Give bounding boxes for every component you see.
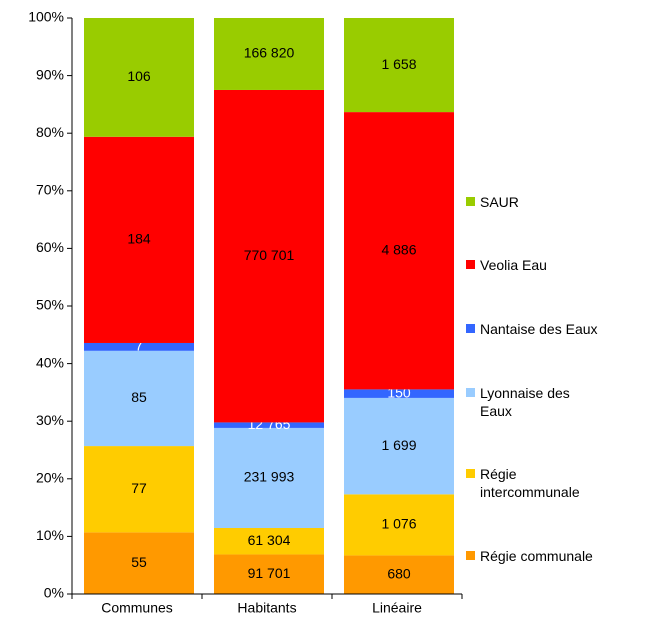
data-label: 4 886 xyxy=(381,241,416,257)
legend-item: Lyonnaise des Eaux xyxy=(466,384,651,420)
data-label: 231 993 xyxy=(244,469,295,485)
bar-segment xyxy=(344,389,454,398)
y-tick-label: 10% xyxy=(36,527,64,543)
bar-segment xyxy=(214,89,324,423)
legend-swatch xyxy=(466,387,475,397)
legend-item: Veolia Eau xyxy=(466,256,651,274)
legend-swatch xyxy=(466,469,475,479)
bar-segment xyxy=(344,555,454,594)
y-tick-label: 50% xyxy=(36,297,64,313)
bar-segment xyxy=(344,494,454,556)
y-tick-label: 40% xyxy=(36,354,64,370)
bar-segment xyxy=(84,136,194,343)
data-label: 1 699 xyxy=(381,437,416,453)
data-label: 85 xyxy=(131,389,147,405)
y-tick-label: 0% xyxy=(44,585,64,601)
y-tick-label: 100% xyxy=(28,9,64,25)
bar-segment xyxy=(84,446,194,533)
bar-segment xyxy=(214,18,324,90)
legend-item: SAUR xyxy=(466,193,651,211)
data-label: 55 xyxy=(131,554,147,570)
legend-swatch xyxy=(466,324,475,334)
x-tick-label: Communes xyxy=(101,600,173,616)
legend-label: Régie communale xyxy=(480,548,593,565)
x-tick-label: Habitants xyxy=(237,600,296,616)
bar-segment xyxy=(84,18,194,137)
legend-swatch xyxy=(466,196,475,206)
legend-item: Régie communale xyxy=(466,547,651,565)
bar-segment xyxy=(84,532,194,594)
bar-segment xyxy=(344,18,454,113)
y-tick-label: 20% xyxy=(36,470,64,486)
y-tick-label: 30% xyxy=(36,412,64,428)
y-tick-label: 70% xyxy=(36,182,64,198)
x-tick-label: Linéaire xyxy=(372,600,422,616)
bar-segment xyxy=(84,350,194,447)
legend-label: Lyonnaise des Eaux xyxy=(480,384,570,419)
bar-segment xyxy=(344,397,454,495)
legend-item: Régie intercommunale xyxy=(466,465,651,501)
data-label: 7 xyxy=(135,338,143,354)
data-label: 1 076 xyxy=(381,516,416,532)
legend-item: Nantaise des Eaux xyxy=(466,320,651,338)
y-tick-label: 60% xyxy=(36,239,64,255)
legend-label: Nantaise des Eaux xyxy=(480,321,598,338)
data-label: 680 xyxy=(387,565,411,581)
legend-label: Veolia Eau xyxy=(480,257,547,274)
data-label: 106 xyxy=(127,68,151,84)
data-label: 1 658 xyxy=(381,56,416,72)
bar-segment xyxy=(214,527,324,555)
data-label: 770 701 xyxy=(244,247,295,263)
legend-label: SAUR xyxy=(480,193,519,210)
legend: SAUR Veolia Eau Nantaise des Eaux Lyonnaise… xyxy=(466,170,651,588)
data-label: 184 xyxy=(127,231,151,247)
legend-swatch xyxy=(466,551,475,561)
data-label: 61 304 xyxy=(248,532,291,548)
data-label: 91 701 xyxy=(248,565,291,581)
bar-segment xyxy=(84,342,194,351)
y-tick-label: 90% xyxy=(36,66,64,82)
bar-segment xyxy=(344,112,454,390)
data-label: 166 820 xyxy=(244,45,295,61)
y-tick-label: 80% xyxy=(36,124,64,140)
bar-segment xyxy=(214,554,324,594)
legend-label: Régie intercommunale xyxy=(480,466,580,501)
bar-segment xyxy=(214,427,324,528)
bar-segment xyxy=(214,422,324,428)
legend-swatch xyxy=(466,260,475,270)
data-label: 77 xyxy=(131,480,147,496)
